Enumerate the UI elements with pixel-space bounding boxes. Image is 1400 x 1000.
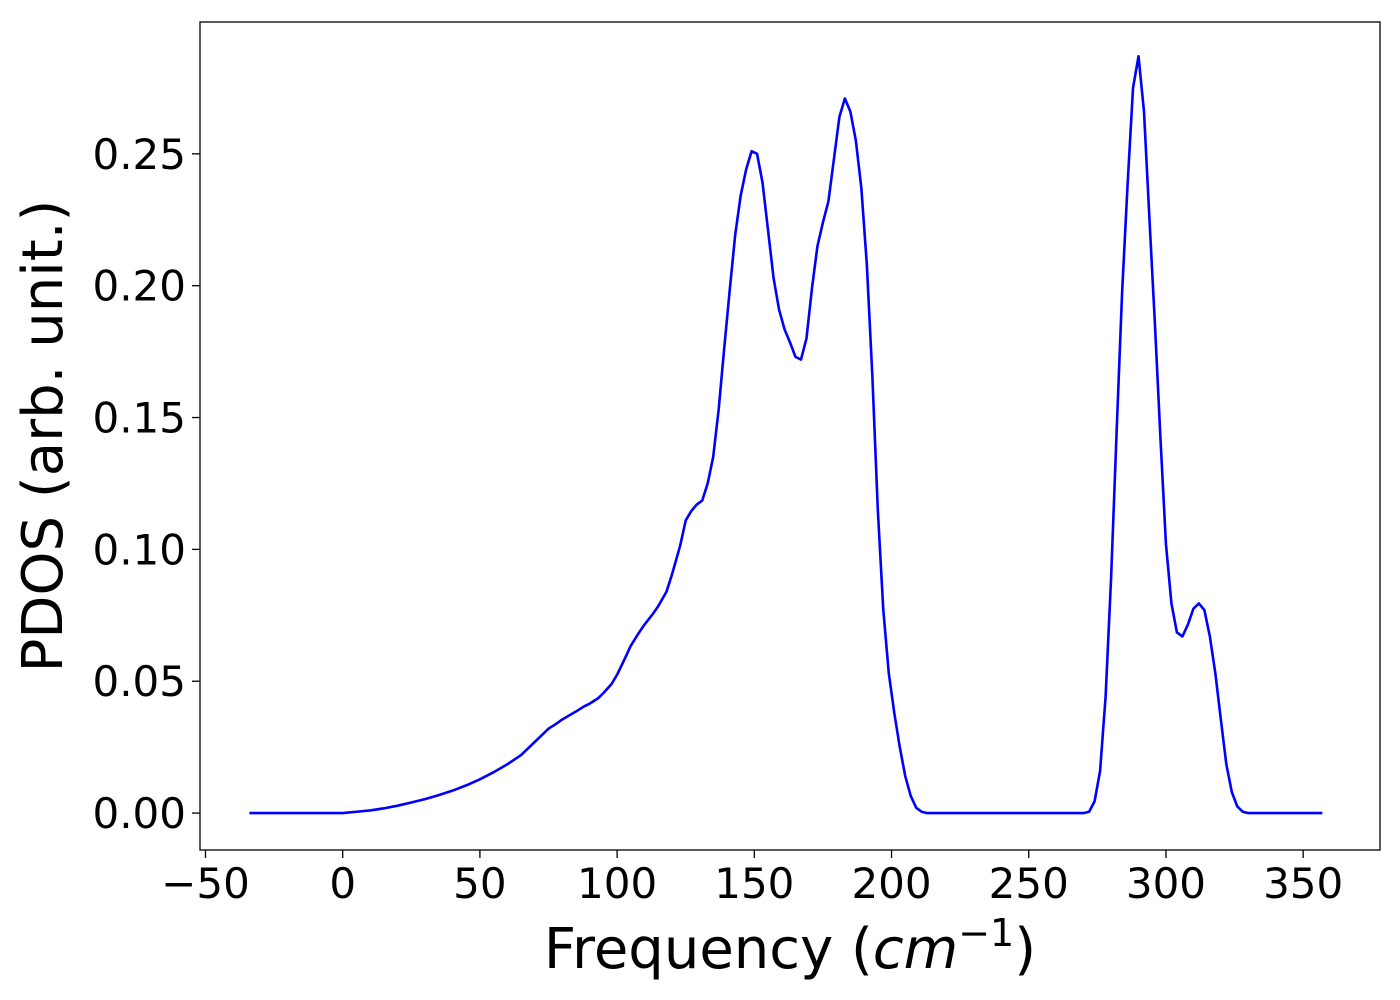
pdos-series-line: [249, 54, 1323, 815]
y-tick-label: 0.05: [92, 657, 186, 706]
x-tick-label: 250: [989, 859, 1069, 908]
x-tick-label: 50: [453, 859, 506, 908]
x-tick-label: 150: [714, 859, 794, 908]
x-axis-ticks: −50 0 50 100 150 200 250 300 350: [161, 850, 1343, 908]
y-axis-ticks: 0.00 0.05 0.10 0.15 0.20 0.25: [92, 130, 200, 838]
y-tick-label: 0.10: [92, 525, 186, 574]
y-axis-label: PDOS (arb. unit.): [11, 200, 76, 673]
x-tick-label: −50: [161, 859, 250, 908]
y-tick-label: 0.00: [92, 789, 186, 838]
x-tick-label: 0: [329, 859, 356, 908]
x-tick-label: 200: [851, 859, 931, 908]
y-tick-label: 0.25: [92, 130, 186, 179]
y-tick-label: 0.15: [92, 394, 186, 443]
y-tick-label: 0.20: [92, 262, 186, 311]
x-tick-label: 100: [577, 859, 657, 908]
x-tick-label: 350: [1263, 859, 1343, 908]
x-axis-label: Frequency (cm−1): [544, 911, 1036, 982]
x-tick-label: 300: [1126, 859, 1206, 908]
plot-area: [249, 54, 1323, 815]
plot-frame: [199, 21, 1381, 851]
